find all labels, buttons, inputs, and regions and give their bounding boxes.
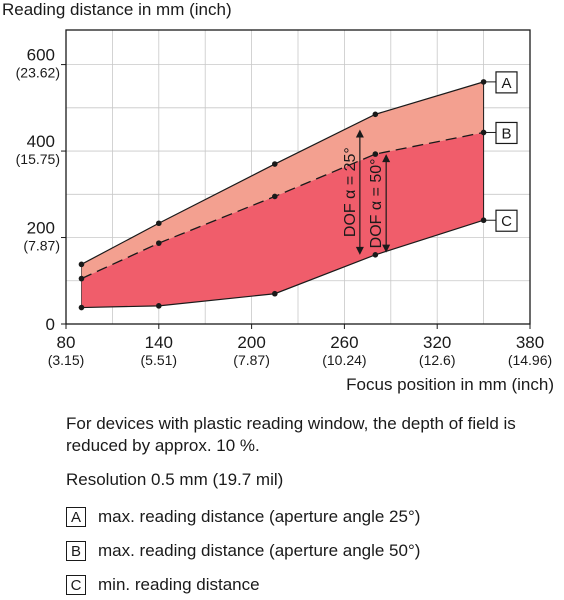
- y-tick-sublabel: (23.62): [16, 65, 60, 81]
- chart-title: Reading distance in mm (inch): [2, 0, 232, 19]
- marker-label: C: [501, 213, 512, 230]
- data-point-b: [156, 240, 162, 246]
- legend-key: C: [66, 575, 86, 595]
- legend-text: max. reading distance (aperture angle 25…: [98, 507, 421, 526]
- data-point-a: [78, 261, 85, 268]
- y-tick-label: 0: [46, 315, 55, 334]
- series-markers: A B C: [483, 71, 518, 232]
- data-point-c: [372, 252, 379, 258]
- x-axis-label: Focus position in mm (inch): [346, 375, 554, 394]
- data-point-b: [372, 151, 379, 157]
- data-point-a: [372, 111, 379, 118]
- x-tick-label: 380: [516, 333, 544, 352]
- legend-text: max. reading distance (aperture angle 50…: [98, 541, 421, 560]
- marker-box: [495, 121, 518, 145]
- data-point-c: [78, 304, 85, 311]
- marker-label: A: [501, 75, 511, 92]
- x-tick-label: 260: [330, 333, 358, 352]
- dof-arrow-head-up: [355, 129, 364, 138]
- legend-text: min. reading distance: [98, 575, 260, 594]
- data-point-b: [272, 193, 278, 200]
- data-point-a: [156, 220, 162, 227]
- legend-key: B: [66, 541, 86, 561]
- x-tick-sublabel: (5.51): [141, 352, 178, 368]
- dof-arrow-head-up: [382, 154, 391, 163]
- y-tick-label: 200: [27, 219, 55, 238]
- axis-ticks: 80(3.15)140(5.51)200(7.87)260(10.24)320(…: [16, 46, 553, 368]
- legend-item-a: A max. reading distance (aperture angle …: [66, 505, 420, 529]
- y-tick-label: 600: [27, 46, 55, 65]
- y-tick-sublabel: (7.87): [23, 238, 60, 254]
- x-tick-sublabel: (7.87): [233, 352, 270, 368]
- area-dof-50: [81, 132, 484, 308]
- data-point-a: [272, 161, 278, 167]
- data-point-b: [78, 275, 85, 282]
- chart-svg: 80(3.15)140(5.51)200(7.87)260(10.24)320(…: [2, 0, 554, 394]
- marker-box: [495, 209, 518, 232]
- x-tick-label: 140: [145, 333, 173, 352]
- legend-item-c: C min. reading distance: [66, 573, 260, 597]
- marker-box: [495, 71, 518, 94]
- legend-key: A: [66, 507, 86, 527]
- dof-annotation-1: DOF α = 25°: [342, 147, 359, 237]
- footnote: For devices with plastic reading window,…: [66, 414, 516, 455]
- x-tick-sublabel: (14.96): [508, 352, 552, 368]
- dof-arrow-head-down: [355, 246, 364, 255]
- dof-annotation-2: DOF α = 50°: [368, 158, 385, 248]
- data-point-c: [156, 303, 162, 309]
- legend-item-b: B max. reading distance (aperture angle …: [66, 539, 420, 563]
- x-tick-label: 320: [423, 333, 451, 352]
- x-tick-sublabel: (12.6): [419, 352, 456, 368]
- x-tick-sublabel: (3.15): [48, 352, 85, 368]
- y-tick-sublabel: (15.75): [16, 151, 60, 167]
- resolution-label: Resolution 0.5 mm (19.7 mil): [66, 470, 284, 489]
- x-tick-sublabel: (10.24): [322, 352, 366, 368]
- plot-frame: [65, 29, 531, 325]
- x-tick-label: 80: [57, 333, 76, 352]
- x-tick-label: 200: [237, 333, 265, 352]
- marker-label: B: [501, 125, 511, 142]
- area-dof-25: [81, 81, 484, 279]
- dof-annotations: DOF α = 25° DOF α = 50°: [342, 129, 391, 255]
- y-tick-label: 400: [27, 132, 55, 151]
- dof-arrow-head-down: [382, 244, 391, 253]
- data-points: [78, 79, 487, 311]
- data-point-c: [272, 290, 278, 297]
